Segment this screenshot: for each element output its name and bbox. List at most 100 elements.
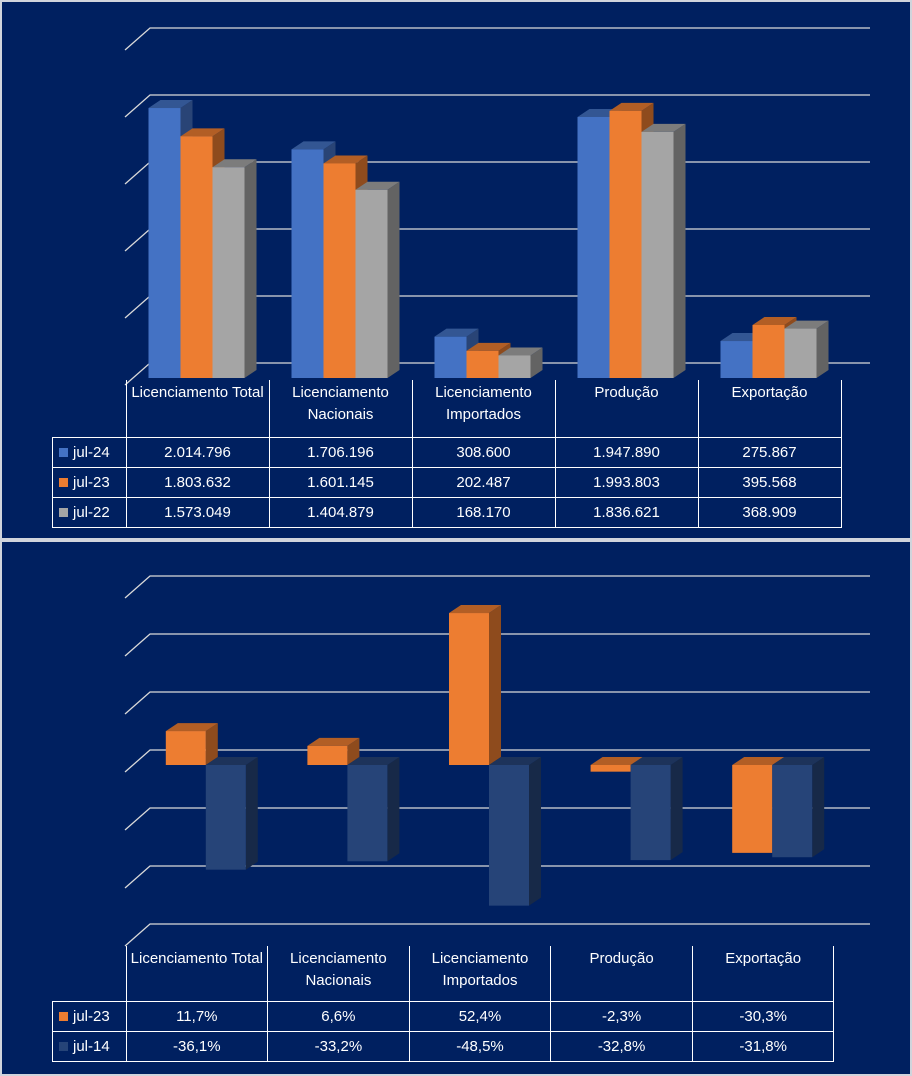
value-label: 1.601.145 [268,467,413,498]
category-label: Licenciamento Importados [408,946,552,1002]
bar [347,765,388,862]
bar [732,765,773,853]
value-label: 1.803.632 [125,467,270,498]
corner-cell [52,946,127,1002]
category-label: Exportação [691,946,835,1002]
bar [720,341,753,378]
bar [752,324,785,378]
category-label: Licenciamento Nacionais [267,946,410,1002]
bar [590,765,631,772]
bar [148,108,181,378]
table-row: jul-14 -36,1% -33,2% -48,5% -32,8% -31,8% [52,1031,835,1062]
legend-cell: jul-23 [52,467,127,498]
bar [212,167,245,378]
value-label: 1.836.621 [554,497,699,528]
value-label: -30,3% [691,1001,835,1032]
bar-side [205,723,218,765]
bar [641,131,674,378]
legend-swatch [59,1042,68,1051]
data-table: Licenciamento Total Licenciamento Naciona… [52,946,835,1062]
value-label: 11,7% [125,1001,269,1032]
table-row: jul-23 11,7% 6,6% 52,4% -2,3% -30,3% [52,1001,835,1032]
bar [772,765,813,858]
bar [609,110,642,379]
header-row: Licenciamento Total Licenciamento Naciona… [52,946,835,1002]
value-label: 368.909 [697,497,842,528]
value-label: -31,8% [691,1031,835,1062]
value-label: 202.487 [411,467,556,498]
table-row: jul-22 1.573.049 1.404.879 168.170 1.836.621… [52,497,842,528]
category-label: Produção [550,946,693,1002]
legend-swatch [59,448,68,457]
bar-top [205,757,258,765]
bar [323,163,356,378]
grid-line [124,923,870,947]
value-label: 308.600 [411,437,556,468]
bar-top [772,757,825,765]
bar-top [630,757,683,765]
bar-side [673,123,686,378]
value-label: 275.867 [697,437,842,468]
bar-top [449,605,501,614]
value-label: -48,5% [408,1031,552,1062]
bar [498,355,531,378]
bar-top [347,757,400,765]
bar [489,765,529,906]
bar [434,336,467,378]
bar-top [165,723,218,732]
grid-line [124,27,870,51]
bar-side [387,181,400,378]
corner-cell [52,380,127,438]
bar-side [812,757,825,858]
bar [180,136,213,378]
bar-side [244,159,257,378]
legend-cell: jul-23 [52,1001,127,1032]
value-label: 1.706.196 [268,437,413,468]
grid-line [124,807,870,831]
bar-top [466,342,511,351]
legend-label: jul-24 [73,444,110,461]
bar-top [732,757,785,765]
bar-top [609,102,654,111]
category-label: Licenciamento Importados [411,380,556,438]
data-table: Licenciamento Total Licenciamento Naciona… [52,380,842,528]
value-label: 1.573.049 [125,497,270,528]
legend-swatch [59,508,68,517]
grid-line [124,691,870,715]
bar-top [291,141,336,150]
bar [165,731,206,765]
bar-top [180,128,225,137]
bar-top [323,155,368,164]
legend-cell: jul-22 [52,497,127,528]
bar [466,350,499,378]
bar-top [307,737,360,746]
bar-top [752,316,797,325]
bar-side [387,757,400,862]
bar-top [212,159,257,168]
category-label: Exportação [697,380,842,438]
bar-top [148,100,193,109]
value-label: 1.993.803 [554,467,699,498]
legend-cell: jul-24 [52,437,127,468]
category-label: Licenciamento Total [125,946,269,1002]
bar-side [347,737,360,765]
bar-side [816,320,829,378]
grid-line [124,749,870,773]
legend-label: jul-23 [73,1008,110,1025]
value-label: -36,1% [125,1031,269,1062]
bar [205,765,246,870]
bar-top [784,320,829,329]
legend-cell: jul-14 [52,1031,127,1062]
bar-side [489,605,501,765]
bar-side [245,757,258,870]
bar [577,116,610,379]
bar [630,765,671,861]
bar [291,149,324,378]
header-row: Licenciamento Total Licenciamento Naciona… [52,380,842,438]
legend-swatch [59,1012,68,1021]
legend-label: jul-14 [73,1038,110,1055]
bar [355,189,388,378]
grid-line [124,575,870,599]
